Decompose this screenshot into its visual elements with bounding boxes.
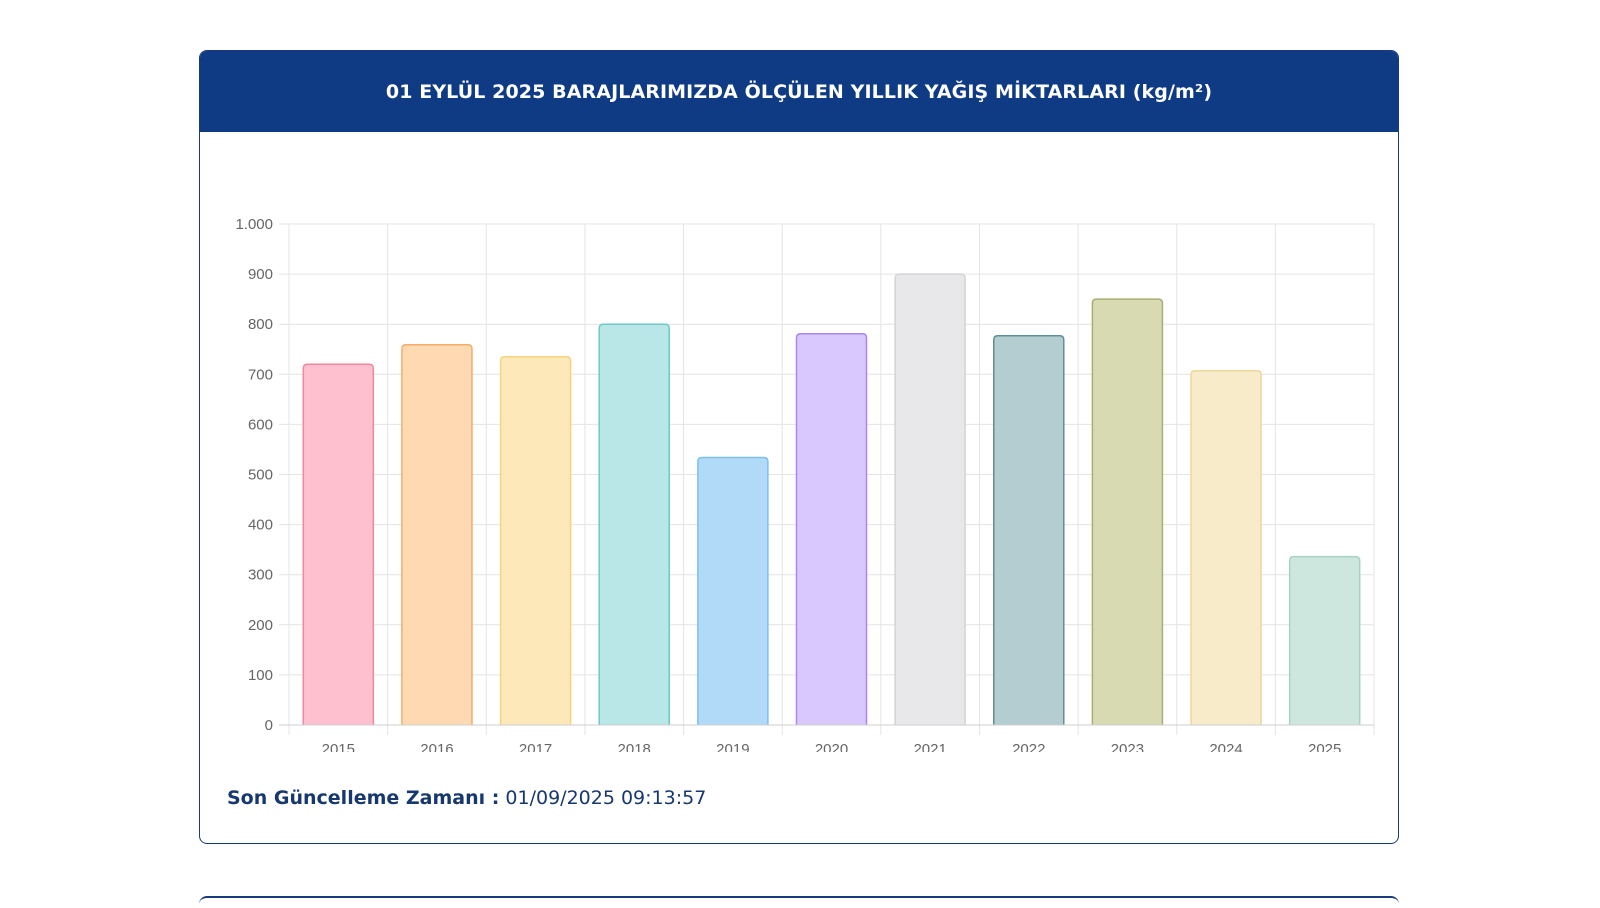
card-header: 01 EYLÜL 2025 BARAJLARIMIZDA ÖLÇÜLEN YIL… (200, 51, 1398, 132)
x-tick-label: 2024 (1209, 741, 1242, 752)
bar-outline-2025 (1288, 555, 1361, 725)
bar-outline-2020 (795, 332, 868, 725)
bar-outline-2017 (499, 356, 572, 725)
y-tick-label: 700 (248, 366, 273, 383)
bar-2018 (599, 324, 670, 725)
bar-2016 (401, 344, 472, 725)
y-tick-label: 400 (248, 517, 273, 534)
y-tick-label: 800 (248, 316, 273, 333)
bar-2025 (1289, 556, 1360, 725)
y-tick-label: 0 (265, 717, 273, 734)
x-tick-label: 2018 (618, 741, 651, 752)
last-update: Son Güncelleme Zamanı : 01/09/2025 09:13… (227, 787, 706, 809)
bar-2024 (1191, 370, 1262, 725)
y-tick-label: 500 (248, 467, 273, 484)
bar-outline-2023 (1091, 298, 1164, 725)
x-tick-label: 2015 (322, 741, 355, 752)
bar-outline-2018 (598, 323, 670, 725)
bar-2021 (895, 274, 966, 725)
y-tick-label: 1.000 (235, 216, 273, 233)
x-tick-label: 2017 (519, 741, 552, 752)
x-tick-label: 2023 (1111, 741, 1144, 752)
bar-2023 (1092, 299, 1163, 725)
bar-outline-2015 (302, 363, 375, 725)
x-tick-label: 2020 (815, 741, 848, 752)
bar-outline-2022 (993, 334, 1065, 725)
last-update-value: 01/09/2025 09:13:57 (505, 787, 707, 809)
chart-title: 01 EYLÜL 2025 BARAJLARIMIZDA ÖLÇÜLEN YIL… (385, 80, 1213, 103)
bar-2015 (303, 364, 374, 725)
y-tick-label: 200 (248, 617, 273, 634)
bar-outline-2021 (894, 273, 966, 725)
y-tick-label: 100 (248, 667, 273, 684)
bar-2020 (796, 333, 867, 725)
y-tick-label: 600 (248, 416, 273, 433)
y-tick-label: 900 (248, 266, 273, 283)
chart-area: 0 100 200 300 400 500 600 700 800 900 1.000 2015 201… (200, 132, 1398, 758)
bar-chart: 0 100 200 300 400 500 600 700 800 900 1.000 2015 201… (235, 216, 1375, 758)
bar-2022 (993, 335, 1064, 725)
bar-outline-2016 (401, 343, 473, 725)
x-tick-label: 2021 (913, 741, 946, 752)
last-update-label: Son Güncelleme Zamanı : (227, 787, 500, 809)
bar-2017 (500, 356, 571, 725)
chart-card: 01 EYLÜL 2025 BARAJLARIMIZDA ÖLÇÜLEN YIL… (199, 50, 1399, 844)
x-tick-label: 2016 (420, 741, 453, 752)
bar-outline-2019 (697, 456, 769, 725)
y-tick-label: 300 (248, 567, 273, 584)
bar-2019 (697, 457, 768, 725)
x-tick-label: 2019 (716, 741, 749, 752)
x-tick-label: 2025 (1308, 741, 1341, 752)
x-tick-label: 2022 (1012, 741, 1045, 752)
bar-outline-2024 (1190, 370, 1262, 725)
next-card-edge (199, 896, 1399, 908)
